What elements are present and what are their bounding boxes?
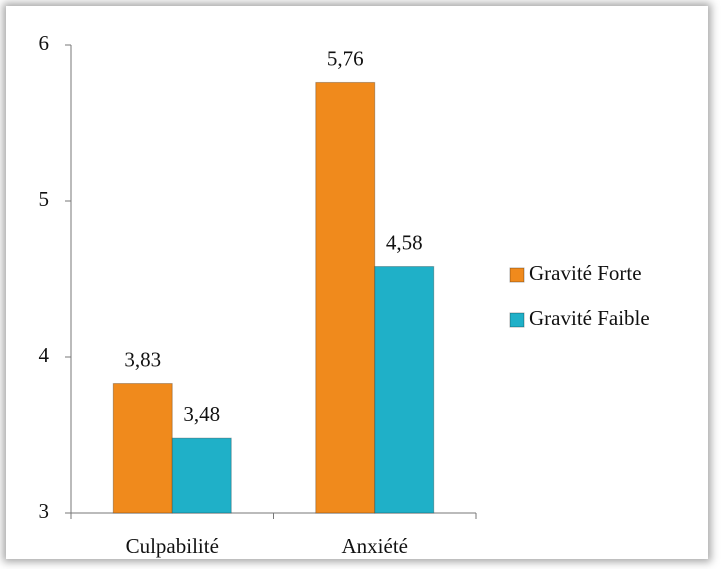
bar (112, 383, 173, 514)
x-tick-label: Culpabilité (126, 534, 219, 558)
value-label: 4,58 (386, 230, 423, 254)
bar (374, 266, 435, 514)
legend-label: Gravité Forte (529, 261, 642, 285)
legend-swatch (509, 312, 525, 328)
bar (171, 437, 232, 514)
value-label: 5,76 (327, 46, 364, 70)
y-tick-label: 6 (39, 31, 50, 55)
legend-swatch (509, 267, 525, 283)
value-label: 3,83 (124, 347, 161, 371)
x-tick-label: Anxiété (342, 534, 408, 558)
legend-label: Gravité Faible (529, 306, 650, 330)
bar (315, 81, 376, 514)
y-tick-label: 3 (39, 499, 50, 523)
y-tick-label: 4 (39, 343, 50, 367)
y-tick-label: 5 (39, 187, 50, 211)
value-label: 3,48 (183, 402, 220, 426)
